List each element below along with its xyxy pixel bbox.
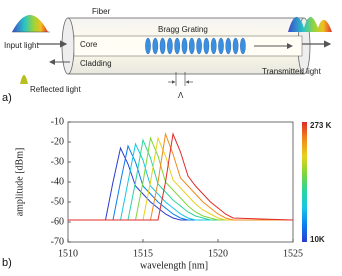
plot-frame (67, 121, 294, 243)
grating-plane (203, 37, 210, 55)
colorbar-top-label: 273 K (310, 121, 332, 130)
grating-plane (218, 37, 224, 55)
grating-plane (225, 37, 232, 55)
period-label: Λ (178, 91, 184, 100)
cladding-label: Cladding (80, 59, 112, 68)
grating-plane (181, 37, 188, 55)
x-tick-label: 1510 (58, 248, 78, 259)
bragg-grating (145, 37, 246, 55)
core-label: Core (80, 40, 98, 49)
x-tick-label: 1515 (133, 248, 153, 259)
spectrum-line (68, 132, 294, 221)
grating-label: Bragg Grating (158, 25, 208, 34)
grating-plane (152, 37, 159, 55)
transmitted-spectrum-icon (288, 16, 332, 32)
input-label: Input light (4, 41, 39, 50)
colorbar (302, 122, 307, 242)
reflected-label: Reflected light (30, 85, 81, 94)
y-tick-label: -30 (51, 156, 64, 167)
input-spectrum-icon (12, 15, 48, 32)
fiber-label: Fiber (92, 7, 111, 16)
grating-plane (240, 37, 246, 55)
colorbar-bottom-label: 10K (310, 235, 325, 244)
fiber-diagram: Fiber Bragg Grating Input light Core Cla… (2, 7, 332, 104)
grating-plane (210, 37, 217, 55)
y-tick-label: -40 (51, 176, 64, 187)
y-axis-label: amplitude [dBm] (14, 148, 25, 217)
x-tick-label: 1525 (283, 248, 303, 259)
grating-plane (188, 37, 195, 55)
y-tick-label: -10 (51, 116, 64, 127)
grating-plane (232, 37, 239, 55)
grating-plane (167, 37, 173, 55)
y-tick-label: -60 (51, 216, 64, 227)
panel-label: a) (2, 92, 12, 104)
y-tick-label: -50 (51, 196, 64, 207)
reflected-spectrum-icon (20, 75, 28, 84)
y-tick-label: -20 (51, 136, 64, 147)
grating-plane (145, 37, 151, 55)
grating-plane (174, 37, 180, 55)
x-axis-label: wavelength [nm] (140, 260, 208, 271)
grating-plane (196, 37, 202, 55)
x-tick-label: 1520 (208, 248, 228, 259)
panel-label: b) (2, 257, 12, 269)
transmitted-label: Transmitted light (262, 67, 322, 76)
grating-plane (159, 37, 166, 55)
y-tick-label: -70 (51, 236, 64, 247)
